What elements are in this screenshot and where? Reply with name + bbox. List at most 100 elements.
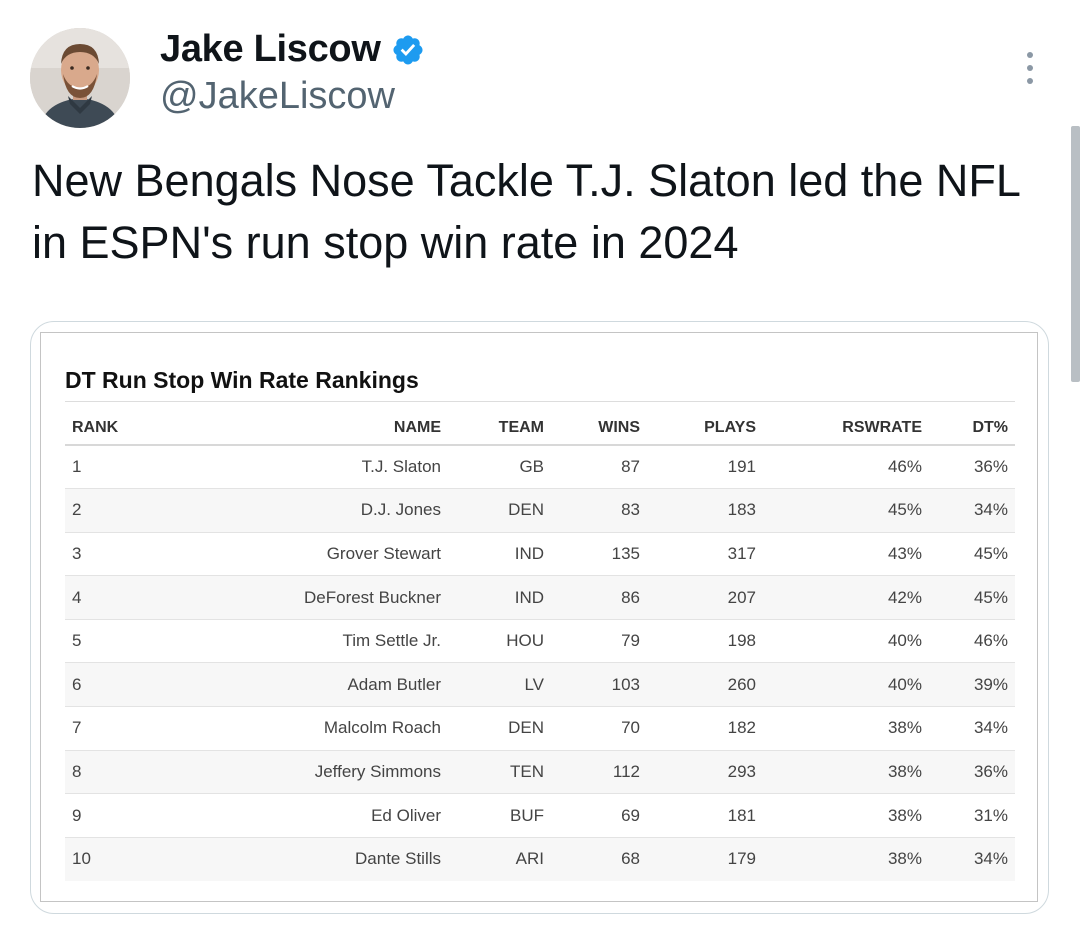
cell-plays: 260 (647, 662, 763, 708)
cell-team: DEN (448, 488, 551, 533)
cell-dt-pct: 31% (929, 793, 1015, 838)
table-row: 7 Malcolm Roach DEN 70 182 38% 34% (65, 706, 1015, 751)
tweet-media-card[interactable]: DT Run Stop Win Rate Rankings RANK NAME (30, 321, 1049, 914)
more-dot (1027, 52, 1033, 58)
table-title: DT Run Stop Win Rate Rankings (65, 367, 419, 393)
cell-rswrate: 42% (763, 575, 929, 620)
player-link[interactable]: Adam Butler (165, 662, 448, 708)
cell-rank: 6 (65, 662, 165, 708)
column-header-plays: PLAYS (647, 411, 763, 446)
avatar[interactable] (30, 28, 130, 128)
column-header-rswrate: RSWRATE (763, 411, 929, 446)
author-name-row: Jake Liscow (160, 28, 425, 71)
table-row: 10 Dante Stills ARI 68 179 38% 34% (65, 837, 1015, 881)
cell-rswrate: 38% (763, 750, 929, 795)
cell-team: IND (448, 532, 551, 577)
cell-rank: 3 (65, 532, 165, 577)
cell-wins: 68 (551, 837, 647, 881)
cell-wins: 86 (551, 575, 647, 620)
cell-plays: 293 (647, 750, 763, 795)
author-handle[interactable]: @JakeLiscow (160, 75, 395, 117)
table-row: 8 Jeffery Simmons TEN 112 293 38% 36% (65, 750, 1015, 795)
player-link[interactable]: Ed Oliver (165, 793, 448, 838)
cell-dt-pct: 46% (929, 619, 1015, 664)
avatar-image (30, 28, 130, 128)
cell-wins: 135 (551, 532, 647, 577)
cell-plays: 191 (647, 445, 763, 490)
column-header-name: NAME (165, 411, 448, 446)
table-row: 2 D.J. Jones DEN 83 183 45% 34% (65, 488, 1015, 533)
tweet-text: New Bengals Nose Tackle T.J. Slaton led … (32, 155, 1020, 268)
cell-rswrate: 43% (763, 532, 929, 577)
cell-wins: 87 (551, 445, 647, 490)
player-link[interactable]: Malcolm Roach (165, 706, 448, 751)
table-row: 9 Ed Oliver BUF 69 181 38% 31% (65, 793, 1015, 838)
verified-badge-icon[interactable] (391, 33, 425, 67)
cell-dt-pct: 45% (929, 532, 1015, 577)
author-display-name[interactable]: Jake Liscow (160, 28, 381, 70)
cell-team: LV (448, 662, 551, 708)
more-dot (1027, 78, 1033, 84)
cell-team: DEN (448, 706, 551, 751)
cell-wins: 83 (551, 488, 647, 533)
cell-plays: 179 (647, 837, 763, 881)
cell-dt-pct: 34% (929, 706, 1015, 751)
cell-rswrate: 38% (763, 706, 929, 751)
cell-dt-pct: 34% (929, 837, 1015, 881)
cell-dt-pct: 36% (929, 750, 1015, 795)
cell-team: TEN (448, 750, 551, 795)
cell-team: HOU (448, 619, 551, 664)
cell-rank: 1 (65, 445, 165, 490)
cell-rswrate: 38% (763, 837, 929, 881)
cell-team: ARI (448, 837, 551, 881)
player-link[interactable]: Tim Settle Jr. (165, 619, 448, 664)
cell-plays: 198 (647, 619, 763, 664)
cell-rswrate: 45% (763, 488, 929, 533)
cell-dt-pct: 45% (929, 575, 1015, 620)
cell-team: GB (448, 445, 551, 490)
player-link[interactable]: Jeffery Simmons (165, 750, 448, 795)
table-row: 5 Tim Settle Jr. HOU 79 198 40% 46% (65, 619, 1015, 664)
table-header-row: RANK NAME TEAM WINS PLAYS RSWRATE DT% (65, 411, 1015, 446)
player-link[interactable]: T.J. Slaton (165, 445, 448, 490)
cell-wins: 69 (551, 793, 647, 838)
cell-rank: 2 (65, 488, 165, 533)
cell-plays: 181 (647, 793, 763, 838)
cell-plays: 317 (647, 532, 763, 577)
cell-wins: 70 (551, 706, 647, 751)
cell-team: IND (448, 575, 551, 620)
title-divider (65, 401, 1015, 402)
table-row: 3 Grover Stewart IND 135 317 43% 45% (65, 532, 1015, 577)
cell-rank: 9 (65, 793, 165, 838)
cell-dt-pct: 39% (929, 662, 1015, 708)
table-body: 1 T.J. Slaton GB 87 191 46% 36% 2 D.J. Jones DEN 8… (65, 445, 1015, 881)
scrollbar-thumb[interactable] (1071, 126, 1080, 382)
more-options-icon[interactable] (1014, 48, 1046, 88)
cell-wins: 79 (551, 619, 647, 664)
cell-plays: 207 (647, 575, 763, 620)
player-link[interactable]: Grover Stewart (165, 532, 448, 577)
cell-rank: 10 (65, 837, 165, 881)
cell-wins: 103 (551, 662, 647, 708)
cell-rank: 5 (65, 619, 165, 664)
cell-dt-pct: 34% (929, 488, 1015, 533)
column-header-team: TEAM (448, 411, 551, 446)
cell-plays: 182 (647, 706, 763, 751)
cell-rswrate: 40% (763, 619, 929, 664)
cell-wins: 112 (551, 750, 647, 795)
cell-rank: 7 (65, 706, 165, 751)
cell-rank: 8 (65, 750, 165, 795)
player-link[interactable]: Dante Stills (165, 837, 448, 881)
more-dot (1027, 65, 1033, 71)
player-link[interactable]: DeForest Buckner (165, 575, 448, 620)
cell-rswrate: 38% (763, 793, 929, 838)
cell-team: BUF (448, 793, 551, 838)
table-row: 6 Adam Butler LV 103 260 40% 39% (65, 662, 1015, 708)
cell-plays: 183 (647, 488, 763, 533)
cell-rank: 4 (65, 575, 165, 620)
table-row: 4 DeForest Buckner IND 86 207 42% 45% (65, 575, 1015, 620)
player-link[interactable]: D.J. Jones (165, 488, 448, 533)
table-row: 1 T.J. Slaton GB 87 191 46% 36% (65, 445, 1015, 490)
